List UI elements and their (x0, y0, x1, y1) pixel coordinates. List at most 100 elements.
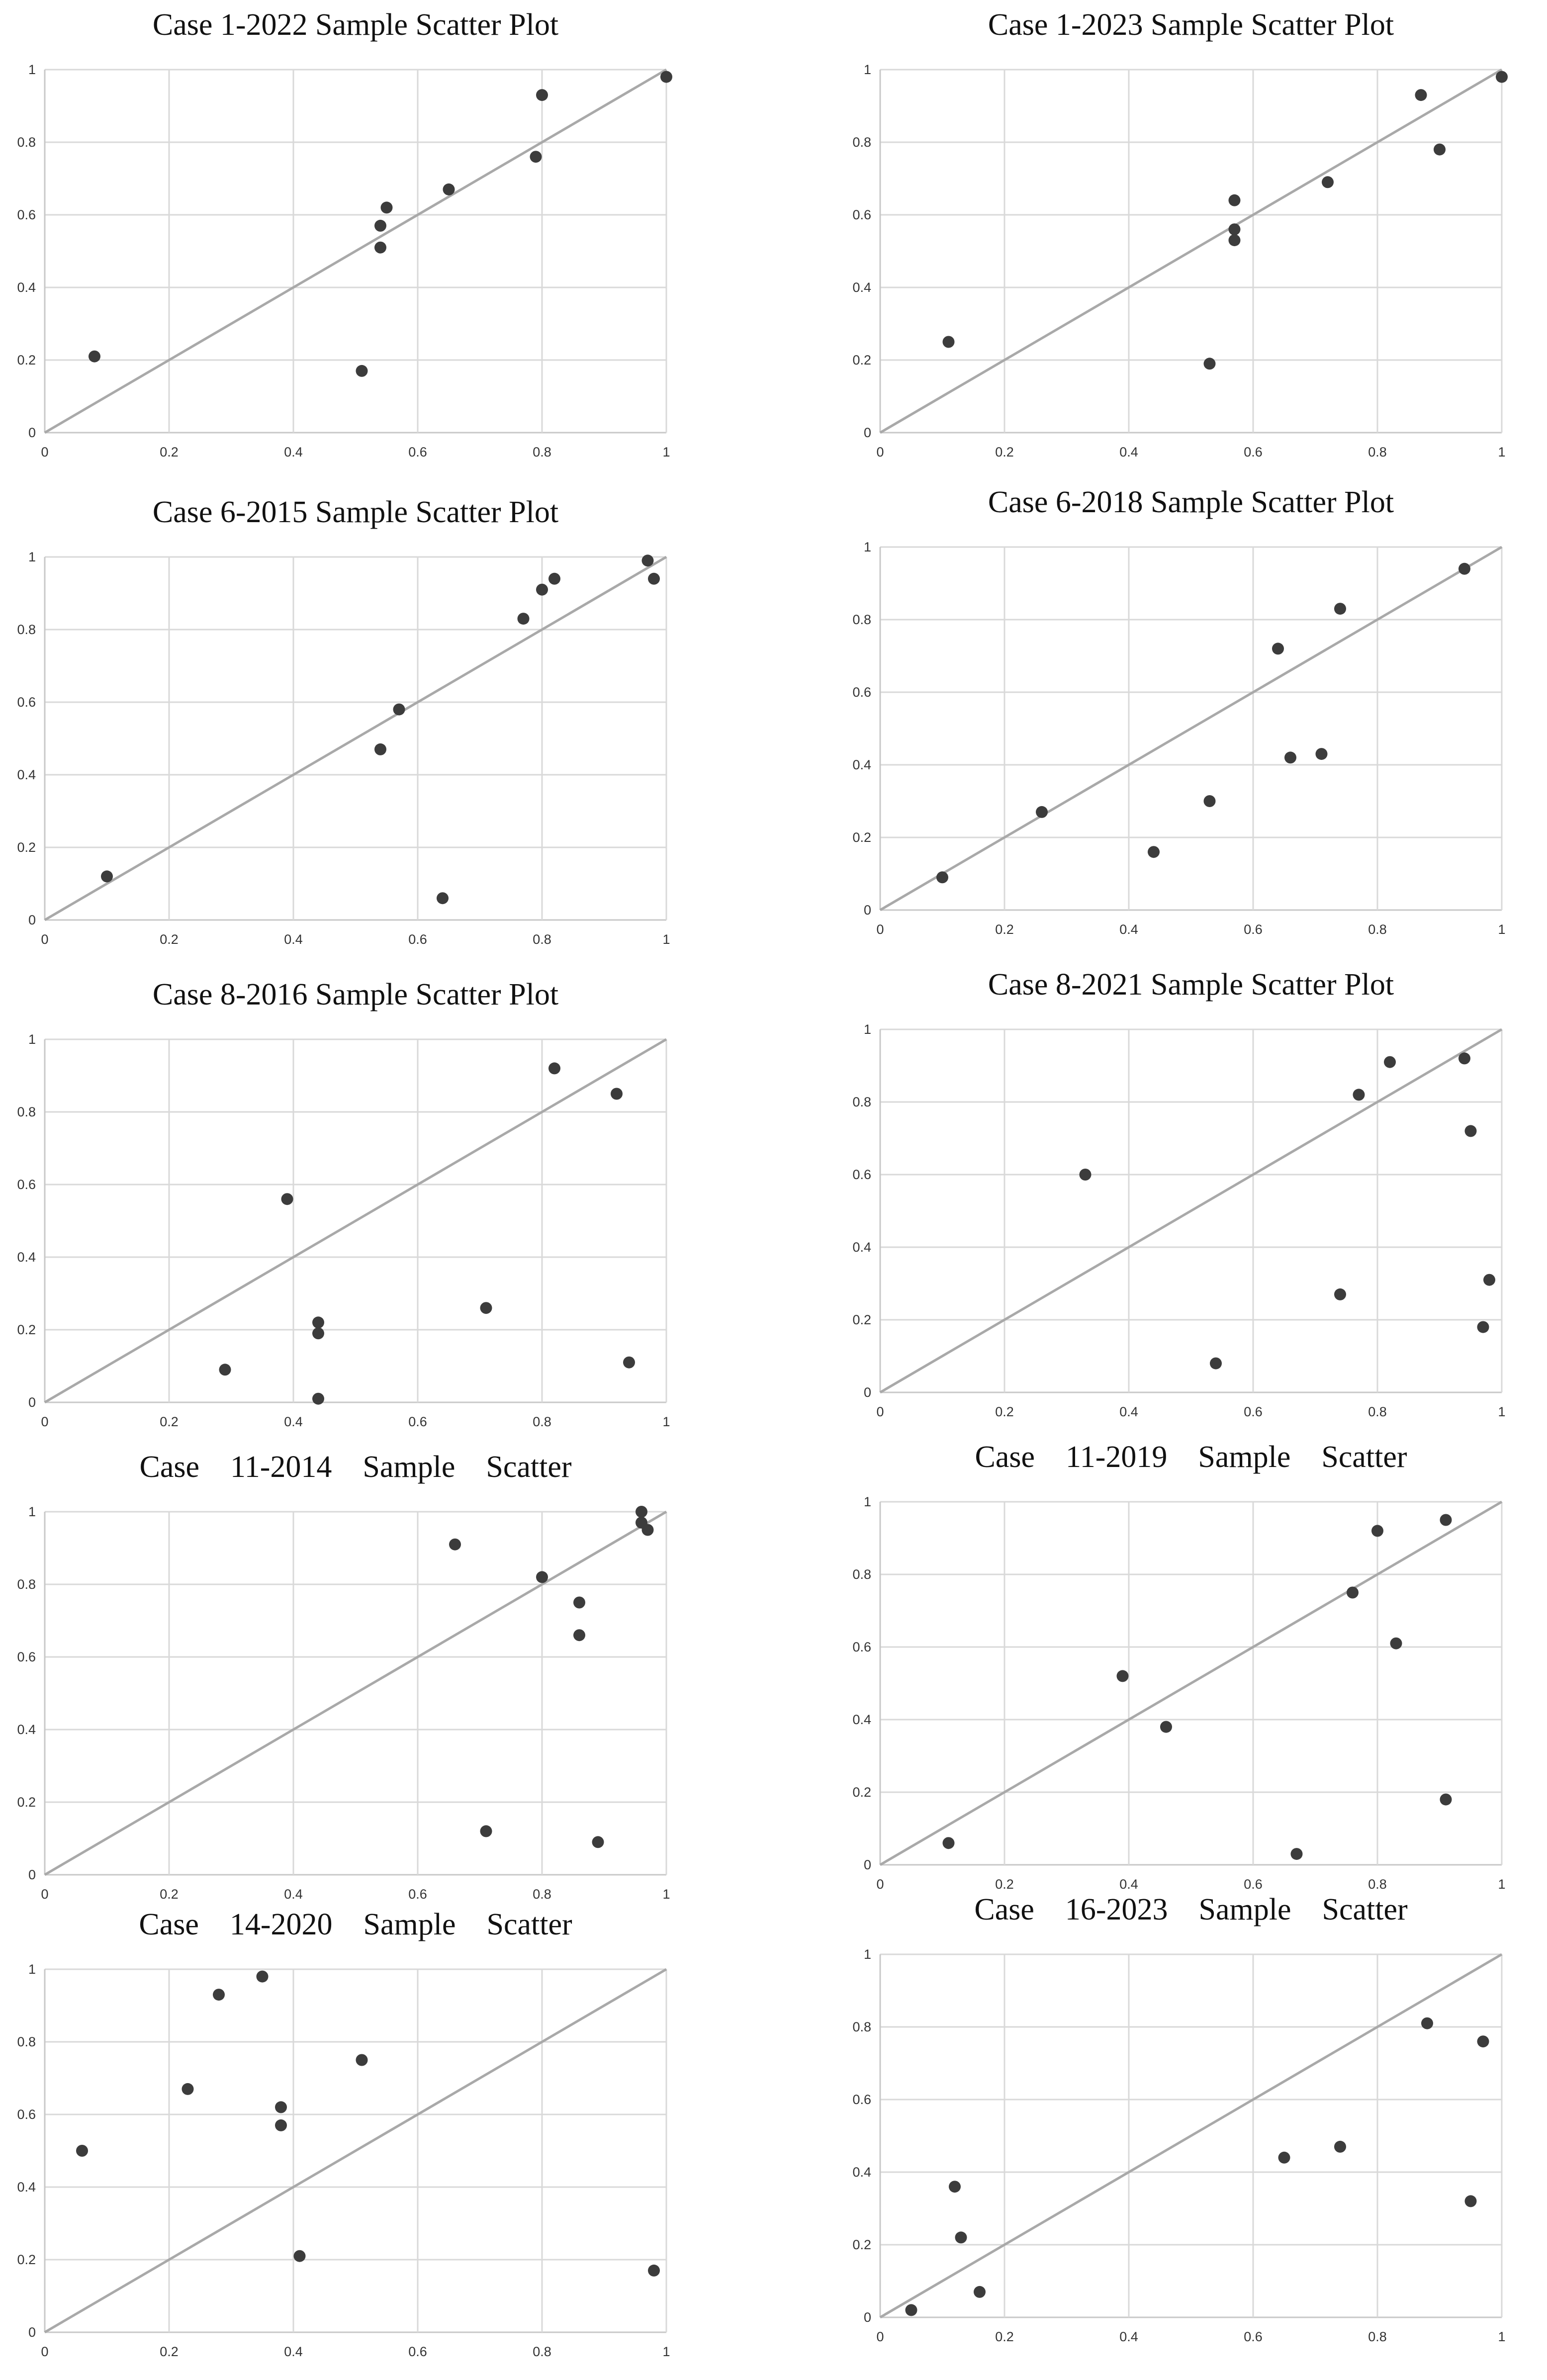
data-point (1334, 603, 1346, 615)
data-point (1464, 1125, 1477, 1137)
y-tick-label: 1 (28, 1962, 36, 1977)
data-point (443, 183, 455, 195)
x-tick-label: 1 (1498, 922, 1505, 937)
y-tick-label: 0 (864, 1857, 871, 1872)
x-tick-label: 0.4 (284, 1414, 303, 1429)
reference-line (44, 68, 667, 434)
data-point (374, 743, 386, 755)
data-point (449, 1538, 461, 1551)
x-tick-label: 1 (662, 2344, 670, 2359)
data-point (380, 201, 393, 214)
data-point (89, 350, 100, 363)
chart-title: Case 11-2019 Sample Scatter (975, 1440, 1407, 1474)
data-point (648, 2264, 660, 2277)
x-tick-label: 1 (662, 1887, 670, 1902)
data-point (101, 870, 113, 883)
y-tick-label: 0.8 (852, 2019, 871, 2034)
data-point (1415, 89, 1427, 101)
y-tick-label: 0.4 (852, 1240, 871, 1255)
data-point (312, 1392, 324, 1405)
x-tick-label: 0 (876, 1877, 884, 1892)
chart-title: Case 11-2014 Sample Scatter (140, 1450, 572, 1484)
y-tick-label: 1 (28, 62, 36, 77)
x-tick-label: 0.8 (533, 2344, 551, 2359)
x-tick-label: 0 (41, 1887, 48, 1902)
data-point (955, 2231, 967, 2244)
scatter-chart-5: Case 8-2016 Sample Scatter Plot 0 0.2 0.4 0.… (0, 970, 706, 1432)
y-tick-label: 0.4 (17, 280, 36, 295)
x-tick-label: 0.4 (284, 932, 303, 947)
data-point (1390, 1637, 1402, 1649)
data-point (275, 2119, 287, 2131)
x-tick-label: 0.8 (1368, 922, 1387, 937)
data-point (1440, 1793, 1452, 1806)
data-point (374, 241, 386, 254)
y-tick-label: 0.8 (17, 1104, 36, 1119)
data-point (1477, 1321, 1489, 1333)
y-tick-label: 0.2 (852, 1785, 871, 1800)
scatter-chart-3: Case 6-2015 Sample Scatter Plot 0 0.2 0.4 0.… (0, 487, 706, 950)
chart-svg: Case 14-2020 Sample Scatter 0 0.2 0.4 0.6 0.8… (17, 1908, 670, 2359)
x-tick-label: 0 (41, 445, 48, 459)
data-point (942, 1837, 955, 1849)
scatter-chart-6: Case 8-2021 Sample Scatter Plot 0 0.2 0.4 0.… (835, 960, 1542, 1422)
data-point (356, 365, 368, 377)
scatter-chart-2: Case 1-2023 Sample Scatter Plot 0 0.2 0.4 0.… (835, 0, 1542, 462)
y-tick-label: 0.2 (17, 1795, 36, 1810)
data-point (1228, 194, 1241, 206)
x-tick-label: 0 (876, 1404, 884, 1419)
reference-line (879, 1500, 1503, 1866)
x-tick-label: 0.2 (160, 1414, 179, 1429)
x-tick-label: 0 (41, 2344, 48, 2359)
data-point (1228, 223, 1241, 236)
chart-svg: Case 16-2023 Sample Scatter 0 0.2 0.4 0.6 0.8… (852, 1893, 1505, 2344)
x-tick-label: 1 (1498, 1404, 1505, 1419)
y-tick-label: 0.6 (852, 1167, 871, 1182)
data-point (623, 1356, 635, 1369)
data-point (517, 613, 530, 625)
y-tick-label: 1 (28, 549, 36, 564)
x-tick-label: 0.6 (408, 2344, 427, 2359)
x-tick-label: 0 (876, 445, 884, 459)
y-tick-label: 0.2 (852, 2237, 871, 2252)
data-point (1079, 1169, 1092, 1181)
y-tick-label: 0.6 (17, 1177, 36, 1192)
y-tick-label: 0.8 (852, 612, 871, 627)
y-tick-label: 0 (28, 913, 36, 927)
reference-line (879, 68, 1503, 434)
data-point (312, 1327, 324, 1340)
data-point (530, 151, 542, 163)
scatter-chart-4: Case 6-2018 Sample Scatter Plot 0 0.2 0.4 0.… (835, 477, 1542, 940)
y-tick-label: 0.6 (852, 207, 871, 222)
data-point (256, 1970, 269, 1983)
chart-title: Case 16-2023 Sample Scatter (974, 1893, 1408, 1926)
y-tick-label: 0 (864, 425, 871, 440)
y-tick-label: 0.6 (17, 2107, 36, 2122)
data-point (660, 71, 672, 83)
data-point (480, 1302, 492, 1314)
reference-line (44, 1510, 667, 1876)
x-tick-label: 0.2 (160, 445, 179, 459)
data-point (1203, 795, 1216, 807)
y-tick-label: 0.6 (852, 1640, 871, 1654)
y-tick-label: 0.4 (17, 767, 36, 782)
y-tick-label: 0.8 (852, 135, 871, 150)
x-tick-label: 0 (41, 1414, 48, 1429)
y-tick-label: 0.8 (852, 1095, 871, 1109)
y-tick-label: 0.2 (852, 830, 871, 845)
chart-svg: Case 11-2014 Sample Scatter 0 0.2 0.4 0.6 0.8… (17, 1450, 670, 1902)
reference-line (879, 1028, 1503, 1394)
x-tick-label: 0.4 (284, 445, 303, 459)
data-point (573, 1629, 585, 1642)
scatter-chart-9: Case 14-2020 Sample Scatter 0 0.2 0.4 0.6 0.8… (0, 1900, 706, 2362)
x-tick-label: 0.4 (1119, 2329, 1138, 2344)
x-tick-label: 0.6 (408, 445, 427, 459)
x-tick-label: 0.2 (160, 1887, 179, 1902)
data-point (1148, 846, 1160, 858)
data-point (1458, 562, 1470, 575)
chart-svg: Case 11-2019 Sample Scatter 0 0.2 0.4 0.6 0.8… (852, 1440, 1505, 1892)
data-point (281, 1193, 293, 1205)
y-tick-label: 0.2 (17, 840, 36, 855)
x-tick-label: 0.6 (1244, 1877, 1263, 1892)
